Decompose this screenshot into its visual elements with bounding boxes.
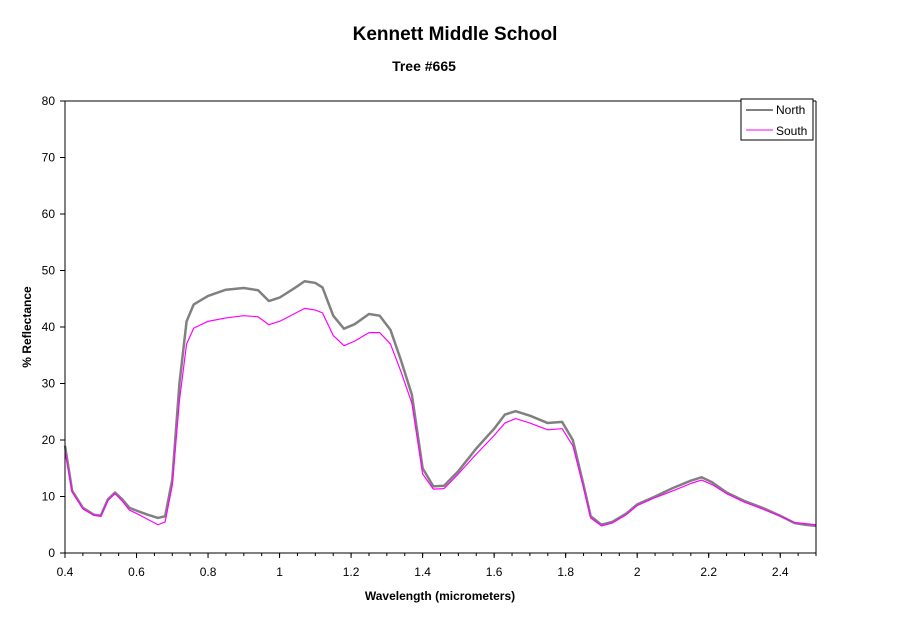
x-tick-label: 1 [276,565,283,579]
x-tick-label: 0.8 [200,565,217,579]
chart-subtitle: Tree #665 [392,58,456,74]
y-tick-label: 80 [42,94,56,108]
legend: North South [740,98,814,141]
chart-title: Kennett Middle School [353,24,558,45]
y-axis-label: % Reflectance [20,286,34,368]
x-axis-ticks: 0.4 0.6 0.8 1 1.2 1.4 1.6 1.8 2 2.2 2.4 [57,553,817,579]
y-axis-ticks: 0 10 20 30 40 50 60 70 80 [42,94,65,560]
plot-area [65,101,816,553]
series-line-north [63,279,817,528]
x-tick-label: 0.6 [128,565,145,579]
y-tick-label: 60 [42,207,56,221]
y-tick-label: 50 [42,264,56,278]
x-tick-label: 2 [634,565,641,579]
series-line-south [64,307,817,527]
x-tick-label: 1.6 [486,565,503,579]
x-axis-label: Wavelength (micrometers) [365,589,515,603]
legend-box [740,98,814,141]
x-tick-label: 1.8 [557,565,574,579]
y-tick-label: 20 [42,433,56,447]
x-tick-label: 0.4 [57,565,74,579]
series-layer [63,279,817,528]
y-tick-label: 40 [42,320,56,334]
legend-label-north: North [776,103,805,117]
y-tick-label: 70 [42,151,56,165]
y-tick-label: 30 [42,377,56,391]
x-tick-label: 1.2 [343,565,360,579]
y-tick-label: 0 [48,546,55,560]
x-tick-label: 1.4 [414,565,431,579]
x-tick-label: 2.4 [772,565,789,579]
legend-label-south: South [776,124,807,138]
y-tick-label: 10 [42,490,56,504]
x-tick-label: 2.2 [700,565,717,579]
